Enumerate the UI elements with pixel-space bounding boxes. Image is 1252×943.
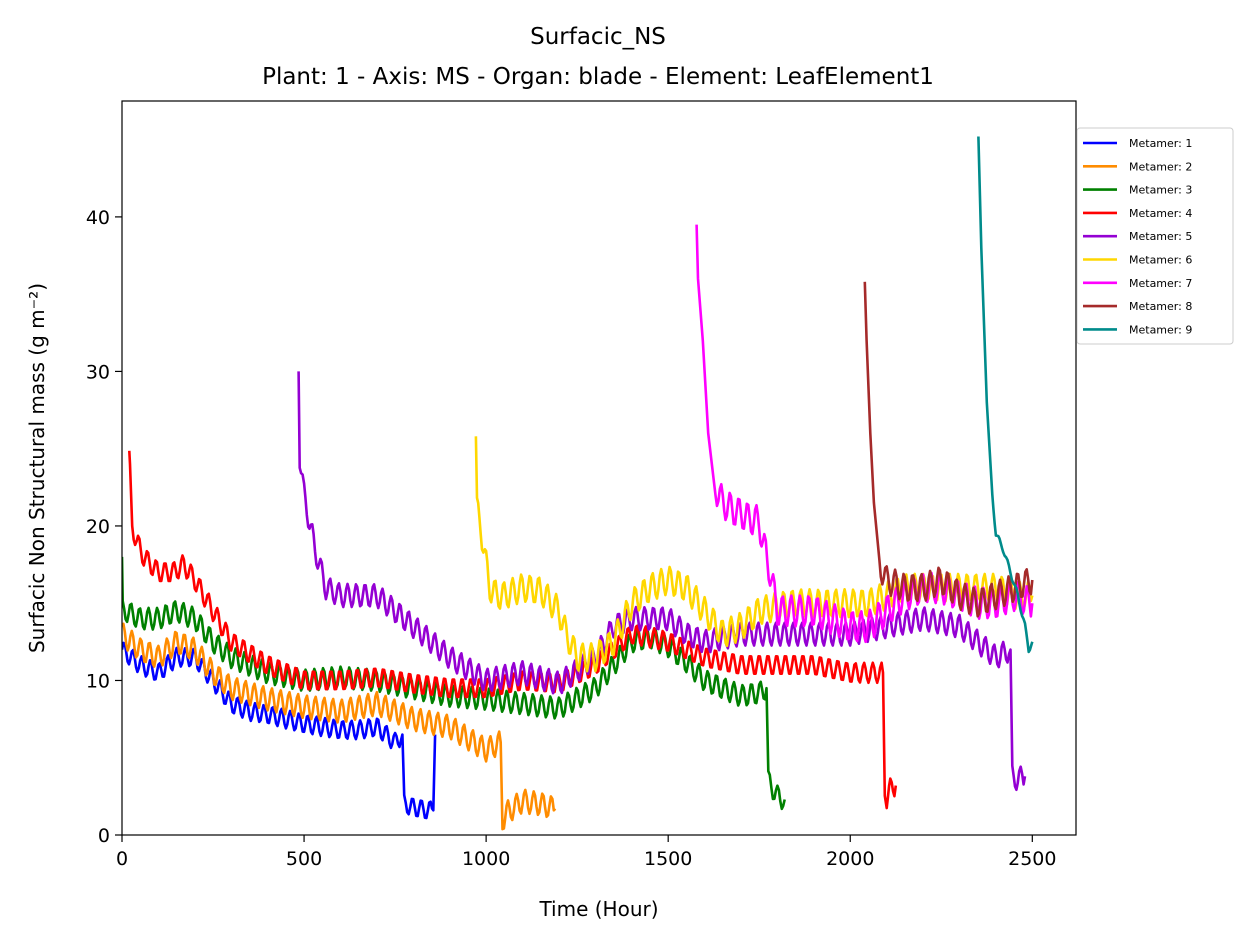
- plot-frame: [121, 100, 1077, 836]
- series-line-metamer-8: [863, 281, 1034, 618]
- series-line-metamer-2: [122, 622, 557, 831]
- series-line-metamer-1: [122, 641, 437, 820]
- y-axis-ticks: 0 10 20 30 40: [86, 207, 122, 847]
- x-tick-label: 500: [286, 848, 322, 870]
- y-tick-label: 0: [98, 825, 110, 847]
- legend-label: Metamer: 6: [1129, 254, 1192, 267]
- chart-subtitle: Plant: 1 - Axis: MS - Organ: blade - Ele…: [262, 64, 934, 90]
- legend-label: Metamer: 7: [1129, 277, 1192, 290]
- legend-label: Metamer: 5: [1129, 230, 1192, 243]
- legend-label: Metamer: 9: [1129, 323, 1192, 336]
- x-tick-label: 1000: [462, 848, 510, 870]
- legend-label: Metamer: 1: [1129, 137, 1192, 150]
- x-tick-label: 1500: [644, 848, 692, 870]
- legend-frame: [1076, 127, 1234, 345]
- x-axis-ticks: 0 500 1000 1500 2000 2500: [116, 835, 1056, 870]
- series-layer: [122, 136, 1034, 831]
- x-tick-label: 2500: [1008, 848, 1056, 870]
- series-line-metamer-4: [128, 450, 898, 810]
- legend: Metamer: 1 Metamer: 2 Metamer: 3 Metamer: 4…: [1076, 127, 1234, 345]
- x-axis-label: Time (Hour): [538, 897, 658, 921]
- legend-label: Metamer: 2: [1129, 160, 1192, 173]
- series-line-metamer-6: [474, 436, 1034, 673]
- y-tick-label: 30: [86, 361, 110, 383]
- legend-label: Metamer: 8: [1129, 300, 1192, 313]
- legend-label: Metamer: 4: [1129, 207, 1192, 220]
- legend-label: Metamer: 3: [1129, 184, 1192, 197]
- y-axis-label: Surfacic Non Structural mass (g m⁻²): [25, 283, 49, 653]
- series-line-metamer-9: [977, 136, 1034, 654]
- chart-title: Surfacic_NS: [530, 24, 666, 50]
- y-tick-label: 20: [86, 516, 110, 538]
- y-tick-label: 40: [86, 207, 110, 229]
- x-tick-label: 0: [116, 848, 128, 870]
- y-tick-label: 10: [86, 670, 110, 692]
- x-tick-label: 2000: [826, 848, 874, 870]
- series-line-metamer-5: [297, 371, 1027, 792]
- series-line-metamer-3: [122, 556, 786, 811]
